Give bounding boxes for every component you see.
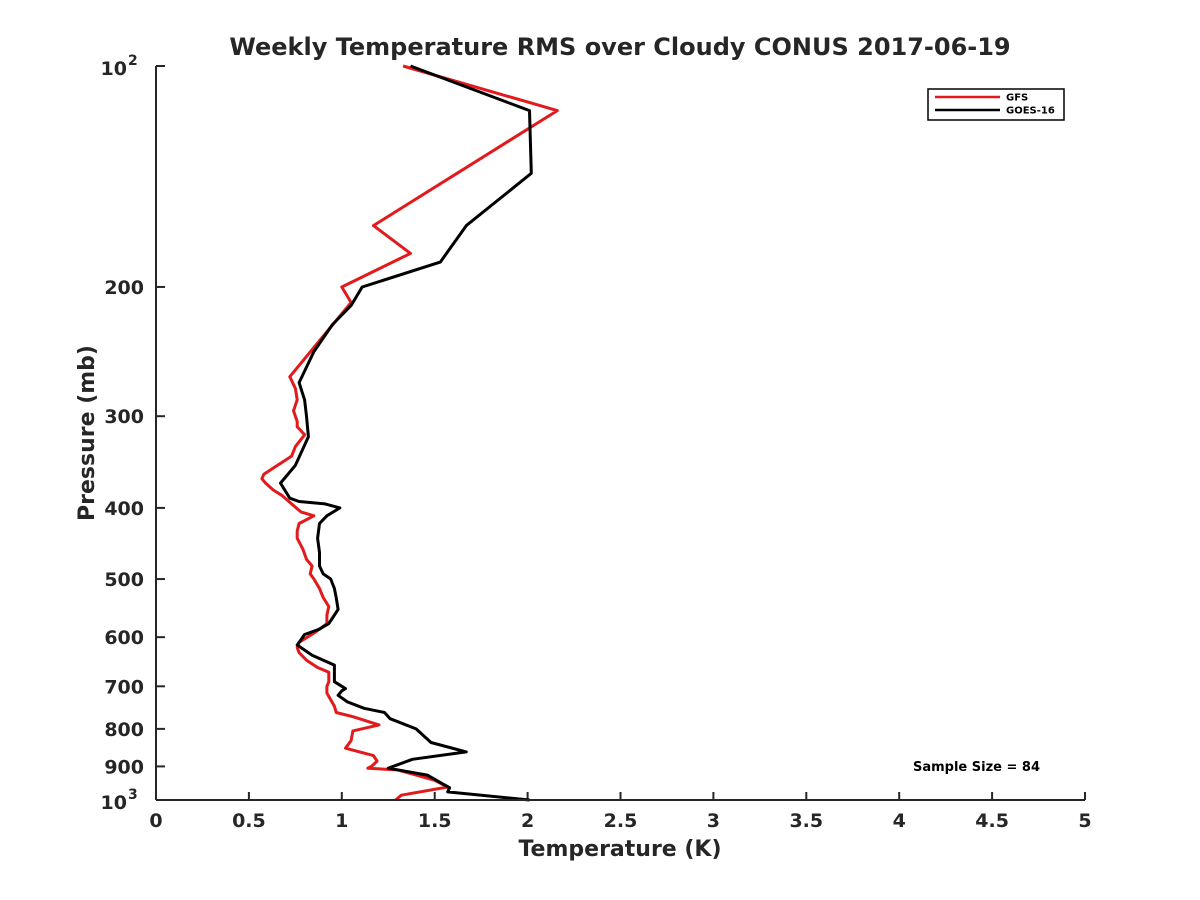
- x-tick-label: 2.5: [604, 810, 638, 832]
- y-tick-label: 300: [104, 406, 144, 428]
- y-axis-label: Pressure (mb): [75, 345, 100, 521]
- x-tick-label: 3: [707, 810, 720, 832]
- y-tick-label-exponent: 2: [128, 53, 138, 69]
- y-tick-label: 600: [104, 627, 144, 649]
- legend-label-gfs: GFS: [1006, 93, 1028, 104]
- legend: GFS GOES-16: [927, 88, 1065, 121]
- plot-lines: [260, 64, 559, 802]
- y-tick-label: 800: [104, 719, 144, 741]
- legend-label-goes16: GOES-16: [1006, 106, 1055, 117]
- series-line-goes-16: [279, 64, 533, 802]
- y-tick-label-base: 10: [101, 792, 127, 814]
- series-line-gfs: [260, 64, 559, 802]
- y-tick-label: 10 3: [101, 787, 138, 814]
- x-tick-label: 4: [893, 810, 906, 832]
- x-tick-label: 1: [335, 810, 348, 832]
- x-tick-label: 1.5: [418, 810, 452, 832]
- y-tick-label: 10 2: [101, 53, 138, 80]
- sample-size-annotation: Sample Size = 84: [913, 760, 1040, 775]
- x-tick-label: 3.5: [789, 810, 823, 832]
- y-tick-label-exponent: 3: [128, 787, 138, 803]
- x-axis-label: Temperature (K): [518, 837, 721, 862]
- x-axis-ticks: 0 0.5 1 1.5 2 2.5 3 3.5 4 4.5 5: [149, 792, 1092, 832]
- x-tick-label: 4.5: [975, 810, 1009, 832]
- y-tick-label-base: 10: [101, 58, 127, 80]
- y-tick-label: 900: [104, 756, 144, 778]
- y-tick-label: 500: [104, 569, 144, 591]
- legend-box: [927, 88, 1065, 121]
- chart-title: Weekly Temperature RMS over Cloudy CONUS…: [229, 33, 1010, 61]
- y-tick-label: 700: [104, 676, 144, 698]
- x-tick-label: 0: [149, 810, 162, 832]
- x-tick-label: 2: [521, 810, 534, 832]
- y-tick-label: 400: [104, 498, 144, 520]
- y-tick-label: 200: [104, 277, 144, 299]
- x-tick-label: 0.5: [232, 810, 266, 832]
- x-tick-label: 5: [1078, 810, 1091, 832]
